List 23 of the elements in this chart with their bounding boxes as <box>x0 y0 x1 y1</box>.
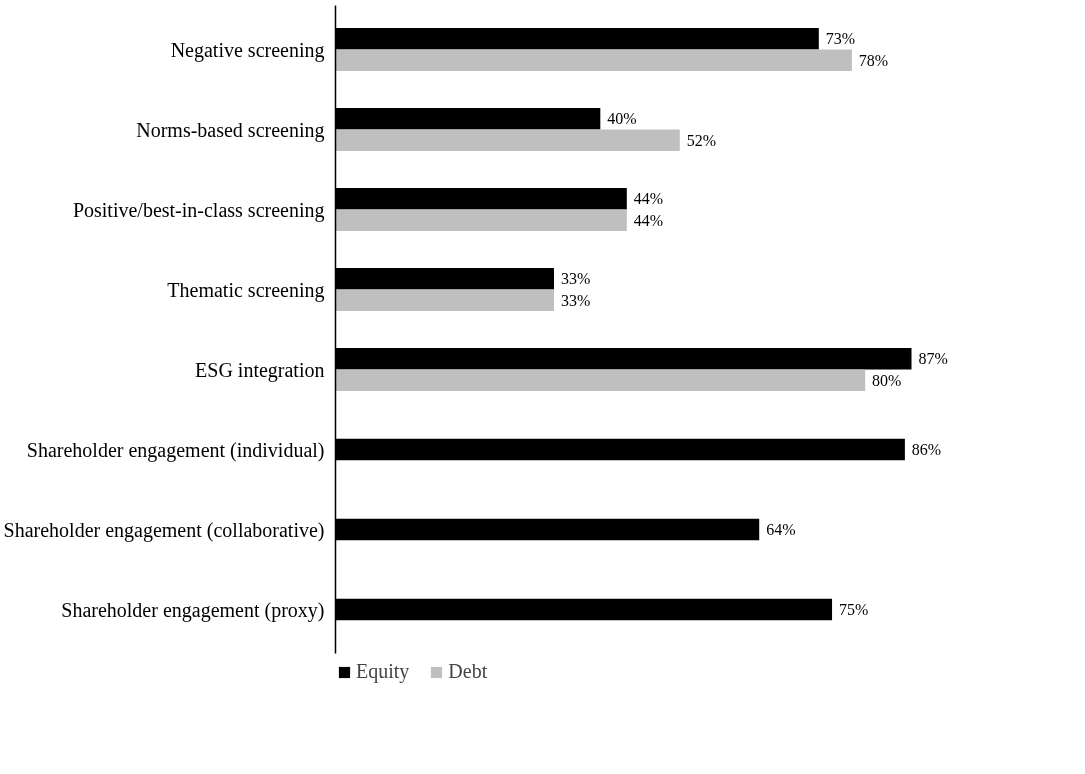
legend-label: Equity <box>356 660 410 683</box>
y-tick-label: Shareholder engagement (individual) <box>26 438 325 462</box>
data-label: 73% <box>825 30 856 48</box>
y-tick-label: Shareholder engagement (proxy) <box>61 598 325 622</box>
y-tick-label: Positive/best-in-class screening <box>72 198 325 222</box>
data-label: 64% <box>766 521 796 538</box>
y-tick-label: Norms-based screening <box>136 118 325 142</box>
data-label: 40% <box>607 110 637 128</box>
y-tick-label: Shareholder engagement (collaborative) <box>3 518 325 542</box>
data-label: 87% <box>918 350 948 368</box>
data-label: 44% <box>633 211 664 229</box>
y-tick-label: Negative screening <box>170 38 325 62</box>
data-label: 78% <box>858 51 889 69</box>
data-label: 44% <box>633 190 664 208</box>
y-tick-label: ESG integration <box>195 358 325 382</box>
data-label: 86% <box>911 441 942 458</box>
legend-label: Debt <box>448 660 488 683</box>
data-label: 33% <box>560 270 591 288</box>
data-label: 52% <box>686 131 717 149</box>
y-tick-label: Thematic screening <box>167 278 325 302</box>
data-label: 33% <box>560 291 591 309</box>
data-label: 75% <box>838 601 869 618</box>
data-label: 80% <box>872 371 902 389</box>
